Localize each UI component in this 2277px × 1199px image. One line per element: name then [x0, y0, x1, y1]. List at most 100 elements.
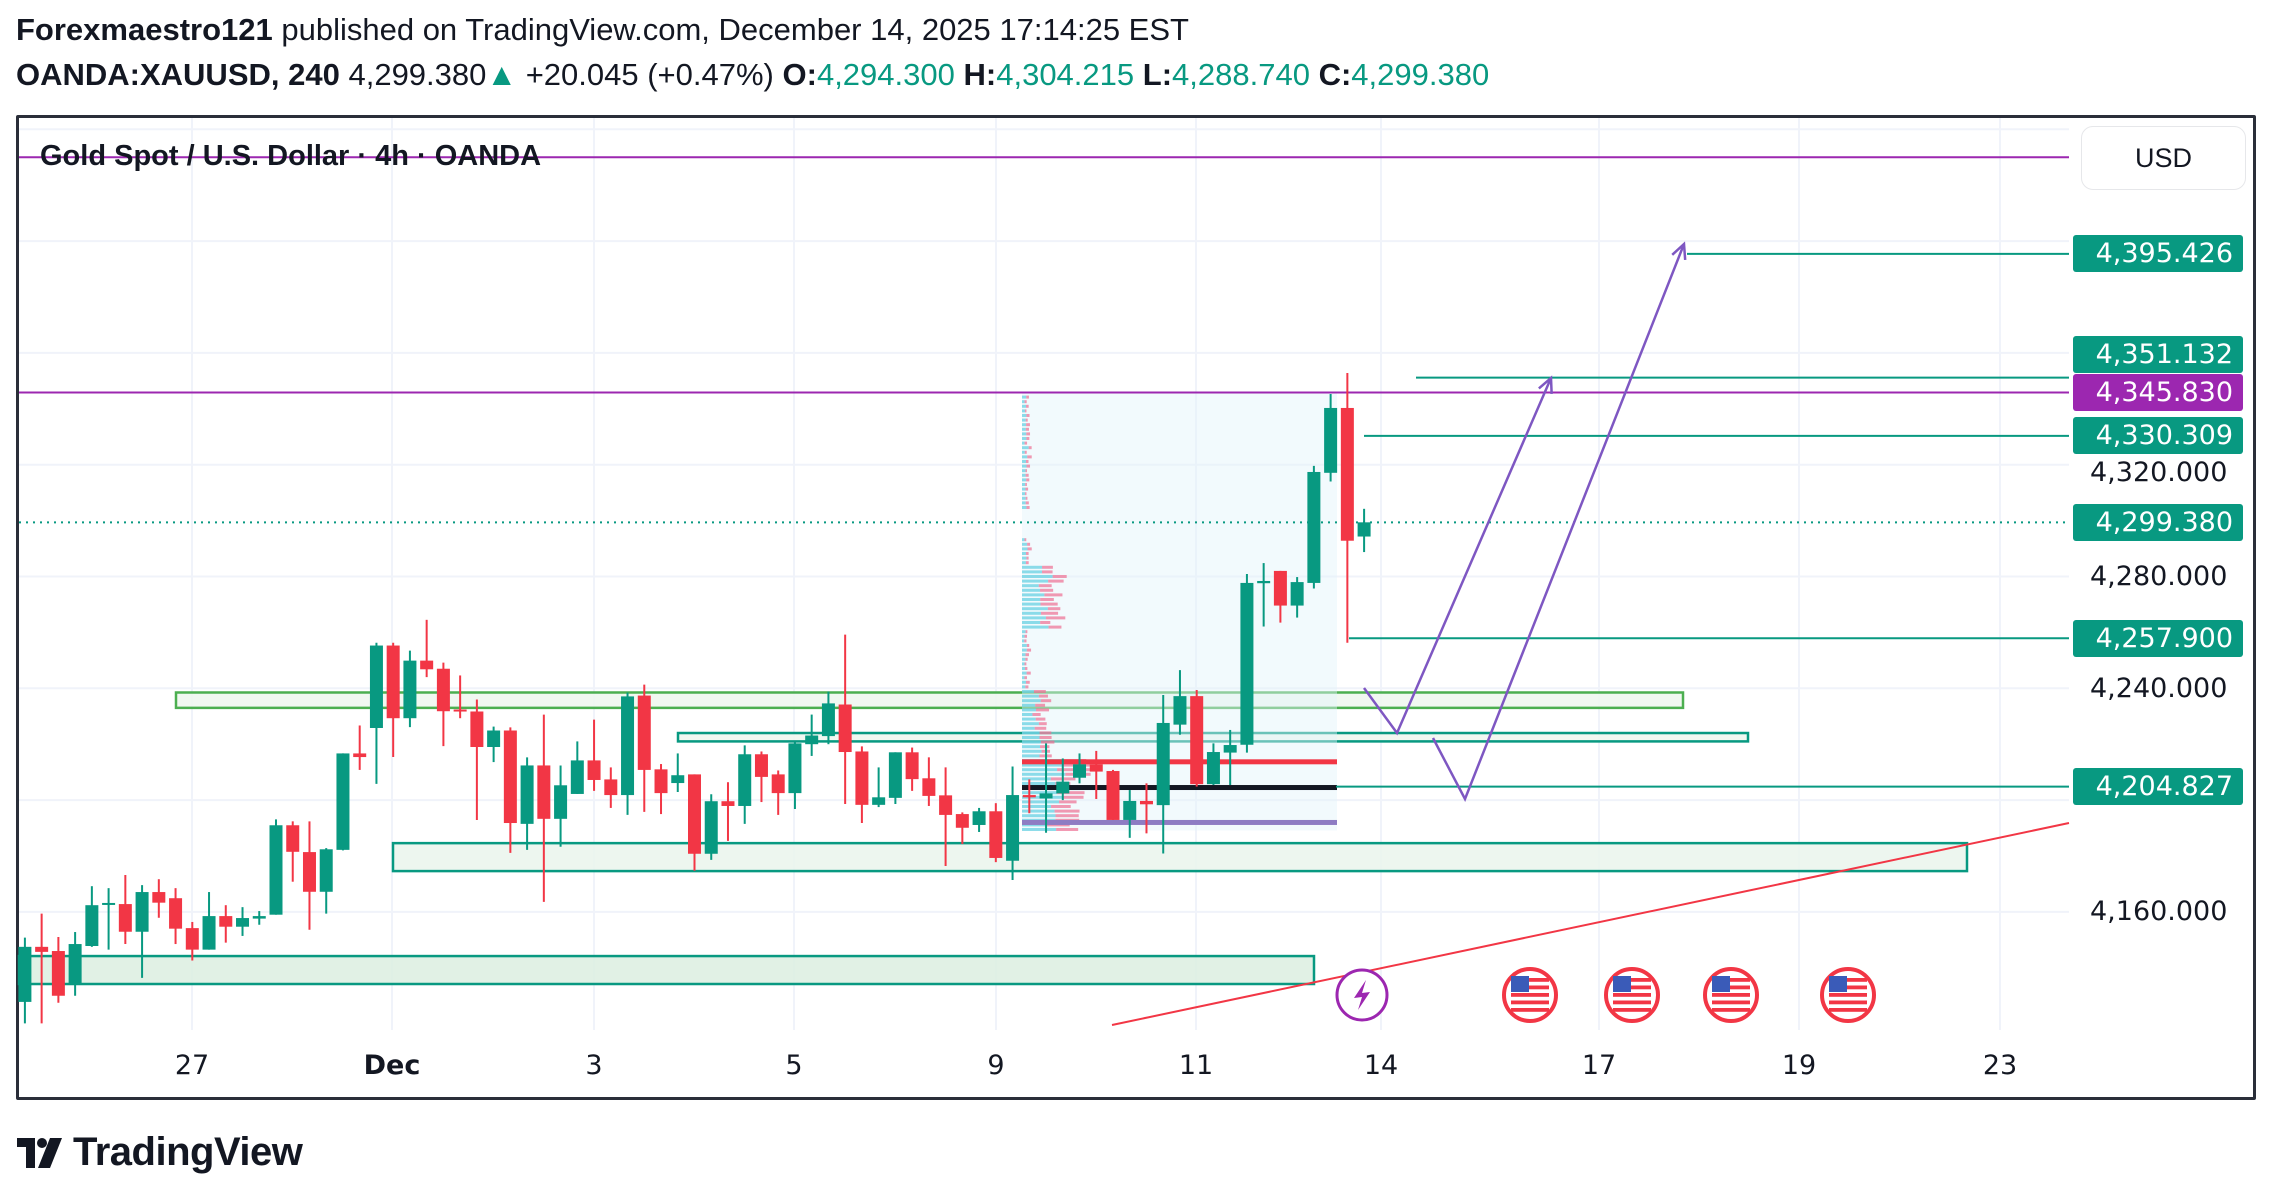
volume-profile-bar-down — [1027, 455, 1032, 459]
candle-body — [788, 743, 802, 794]
candle-body — [453, 709, 467, 712]
volume-profile-bar-up — [1022, 689, 1034, 693]
volume-profile-bar-up — [1022, 565, 1043, 569]
candle-body — [152, 892, 166, 903]
volume-profile-bar-down — [1039, 731, 1052, 735]
chart-frame[interactable] — [16, 115, 2256, 1100]
candle-body — [252, 916, 266, 919]
support-zone — [676, 731, 1750, 743]
volume-profile-bar-down — [1025, 551, 1029, 555]
volume-profile-bar-up — [1022, 768, 1058, 772]
volume-profile-bar-up — [1022, 556, 1027, 560]
price-level-label[interactable]: 4,395.426 — [2073, 235, 2243, 273]
volume-profile-bar-up — [1022, 680, 1027, 684]
volume-profile-bar-down — [1025, 482, 1027, 486]
candle-body — [604, 779, 618, 796]
candle — [1240, 573, 1254, 753]
price-level-label[interactable]: 4,330.309 — [2073, 417, 2243, 455]
volume-profile-bar-up — [1022, 662, 1025, 666]
candle — [1039, 743, 1053, 833]
volume-profile-bar-down — [1026, 436, 1030, 440]
support-zone — [174, 691, 1685, 710]
us-flag-event-icon[interactable] — [1820, 967, 1876, 1023]
volume-profile-bar-down — [1024, 634, 1028, 638]
volume-profile-bar-up — [1022, 538, 1025, 542]
flag-stripe — [1712, 978, 1750, 982]
symbol: OANDA:XAUUSD, 240 — [16, 57, 340, 92]
candle — [1089, 750, 1103, 799]
close-label: C: — [1318, 57, 1352, 92]
price-level-label[interactable]: 4,204.827 — [2073, 768, 2243, 806]
us-flag-event-icon[interactable] — [1502, 967, 1558, 1023]
tradingview-logo[interactable]: TradingView — [17, 1130, 303, 1175]
candle-body — [1073, 764, 1087, 778]
flag-stripe — [1712, 985, 1750, 990]
candle — [1156, 695, 1170, 854]
volume-profile-bar-up — [1022, 409, 1026, 413]
candle — [637, 684, 651, 812]
volume-profile-bar-up — [1022, 749, 1042, 753]
flag-stripe — [1511, 1008, 1549, 1012]
volume-profile-bar-down — [1048, 579, 1064, 583]
volume-profile-bar-down — [1062, 795, 1084, 799]
candle — [604, 767, 618, 808]
volume-profile-bar-up — [1022, 413, 1027, 417]
volume-profile-bar-up — [1022, 671, 1027, 675]
volume-profile-bar-down — [1025, 459, 1029, 463]
candle — [1073, 753, 1087, 784]
volume-profile-bar-down — [1038, 694, 1048, 698]
volume-profile-bar-up — [1022, 427, 1026, 431]
volume-profile-bar-up — [1022, 505, 1027, 509]
candle — [286, 821, 300, 882]
candle — [1022, 779, 1036, 814]
flag-stripe — [1829, 1008, 1867, 1012]
flag-stripe — [1613, 993, 1651, 997]
volume-profile-bar-down — [1026, 505, 1030, 509]
price-level-label[interactable]: 4,345.830 — [2073, 374, 2243, 411]
candle — [838, 634, 852, 805]
volume-profile-bar-up — [1022, 653, 1026, 657]
flag-stripe — [1613, 1000, 1651, 1005]
candle — [336, 753, 350, 851]
candle-body — [302, 852, 316, 892]
candle-body — [336, 753, 350, 850]
flag-stripe — [1712, 1008, 1750, 1012]
volume-profile-bar-down — [1025, 427, 1029, 431]
us-flag-event-icon[interactable] — [1703, 967, 1759, 1023]
volume-profile-bar-down — [1057, 791, 1085, 795]
candle-body — [487, 730, 501, 747]
lightning-icon — [1354, 980, 1370, 1010]
us-flag-event-icon[interactable] — [1604, 967, 1660, 1023]
volume-profile-bar-down — [1051, 804, 1071, 808]
candle — [319, 848, 333, 914]
candle-body — [369, 645, 383, 728]
volume-profile-bar-up — [1022, 446, 1029, 450]
time-tick-label: 23 — [1982, 1050, 2018, 1081]
price-level-label[interactable]: 4,299.380 — [2073, 503, 2243, 541]
volume-profile-bar-up — [1022, 657, 1026, 661]
candle-body — [18, 946, 32, 1002]
candle-body — [1039, 793, 1053, 799]
volume-profile-bar-down — [1025, 418, 1028, 422]
volume-profile-bar-up — [1022, 593, 1045, 597]
volume-profile-bar-up — [1022, 542, 1028, 546]
flag-canton — [1613, 976, 1631, 992]
volume-profile-bar-down — [1041, 570, 1053, 574]
candle — [788, 740, 802, 810]
price-level-label[interactable]: 4,257.900 — [2073, 619, 2243, 657]
price-level-label[interactable]: 4,351.132 — [2073, 336, 2243, 373]
volume-profile-bar-down — [1026, 648, 1032, 652]
volume-profile-bar-down — [1025, 561, 1029, 565]
volume-profile-bar-down — [1028, 446, 1032, 450]
volume-profile-bar-up — [1022, 473, 1026, 477]
candle-body — [470, 711, 484, 747]
volume-profile-bar-up — [1022, 740, 1041, 744]
candle — [353, 725, 367, 770]
time-tick-label: 17 — [1581, 1050, 1617, 1081]
author-name[interactable]: Forexmaestro121 — [16, 12, 273, 47]
volume-profile-bar-down — [1025, 492, 1027, 496]
volume-profile-bar-up — [1022, 676, 1025, 680]
currency-button[interactable]: USD — [2081, 126, 2246, 190]
lightning-event-icon[interactable] — [1335, 968, 1389, 1022]
